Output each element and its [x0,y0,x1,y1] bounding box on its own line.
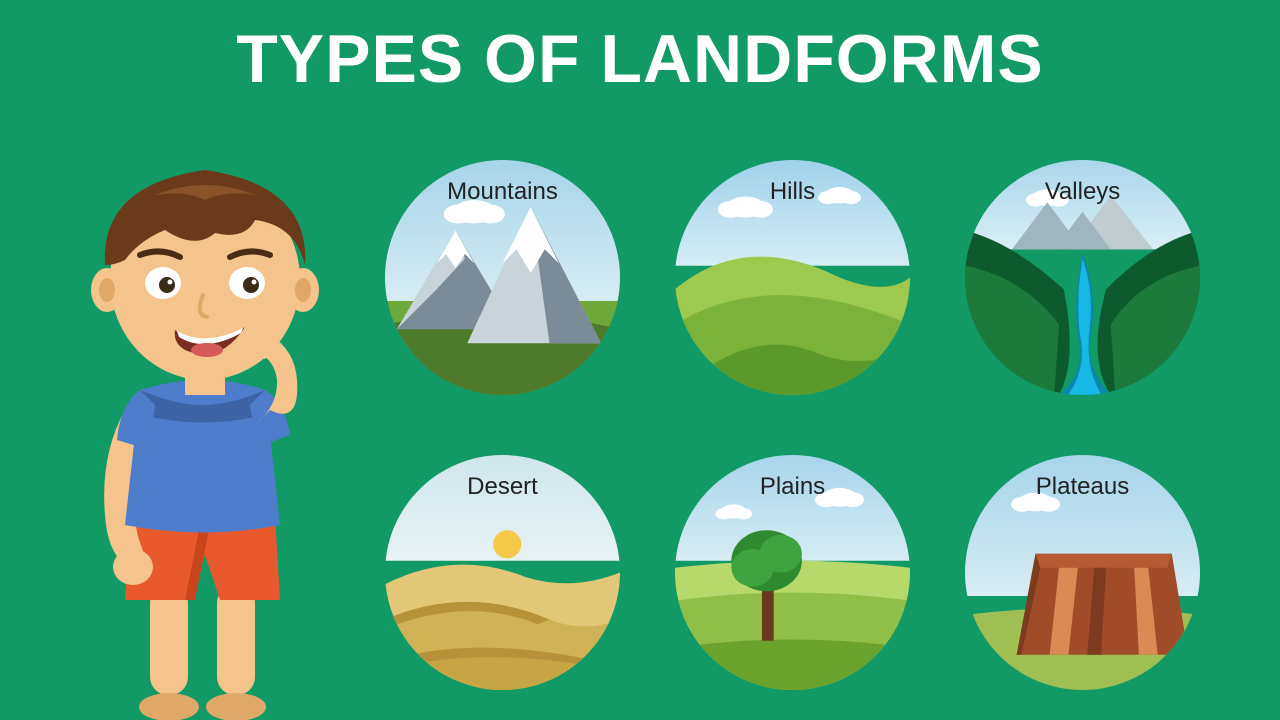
landform-hills: Hills [675,160,910,395]
landform-label-mountains: Mountains [385,178,620,206]
landform-desert: Desert [385,455,620,690]
landform-mountains: Mountains [385,160,620,395]
boy-character [45,155,375,720]
landform-label-desert: Desert [385,473,620,501]
landform-label-plains: Plains [675,473,910,501]
landform-plateaus: Plateaus [965,455,1200,690]
landform-label-hills: Hills [675,178,910,206]
landform-plains: Plains [675,455,910,690]
landform-valleys: Valleys [965,160,1200,395]
landform-label-valleys: Valleys [965,178,1200,206]
page-title: TYPES OF LANDFORMS [0,20,1280,98]
infographic-stage: TYPES OF LANDFORMS [0,0,1280,720]
landform-label-plateaus: Plateaus [965,473,1200,501]
